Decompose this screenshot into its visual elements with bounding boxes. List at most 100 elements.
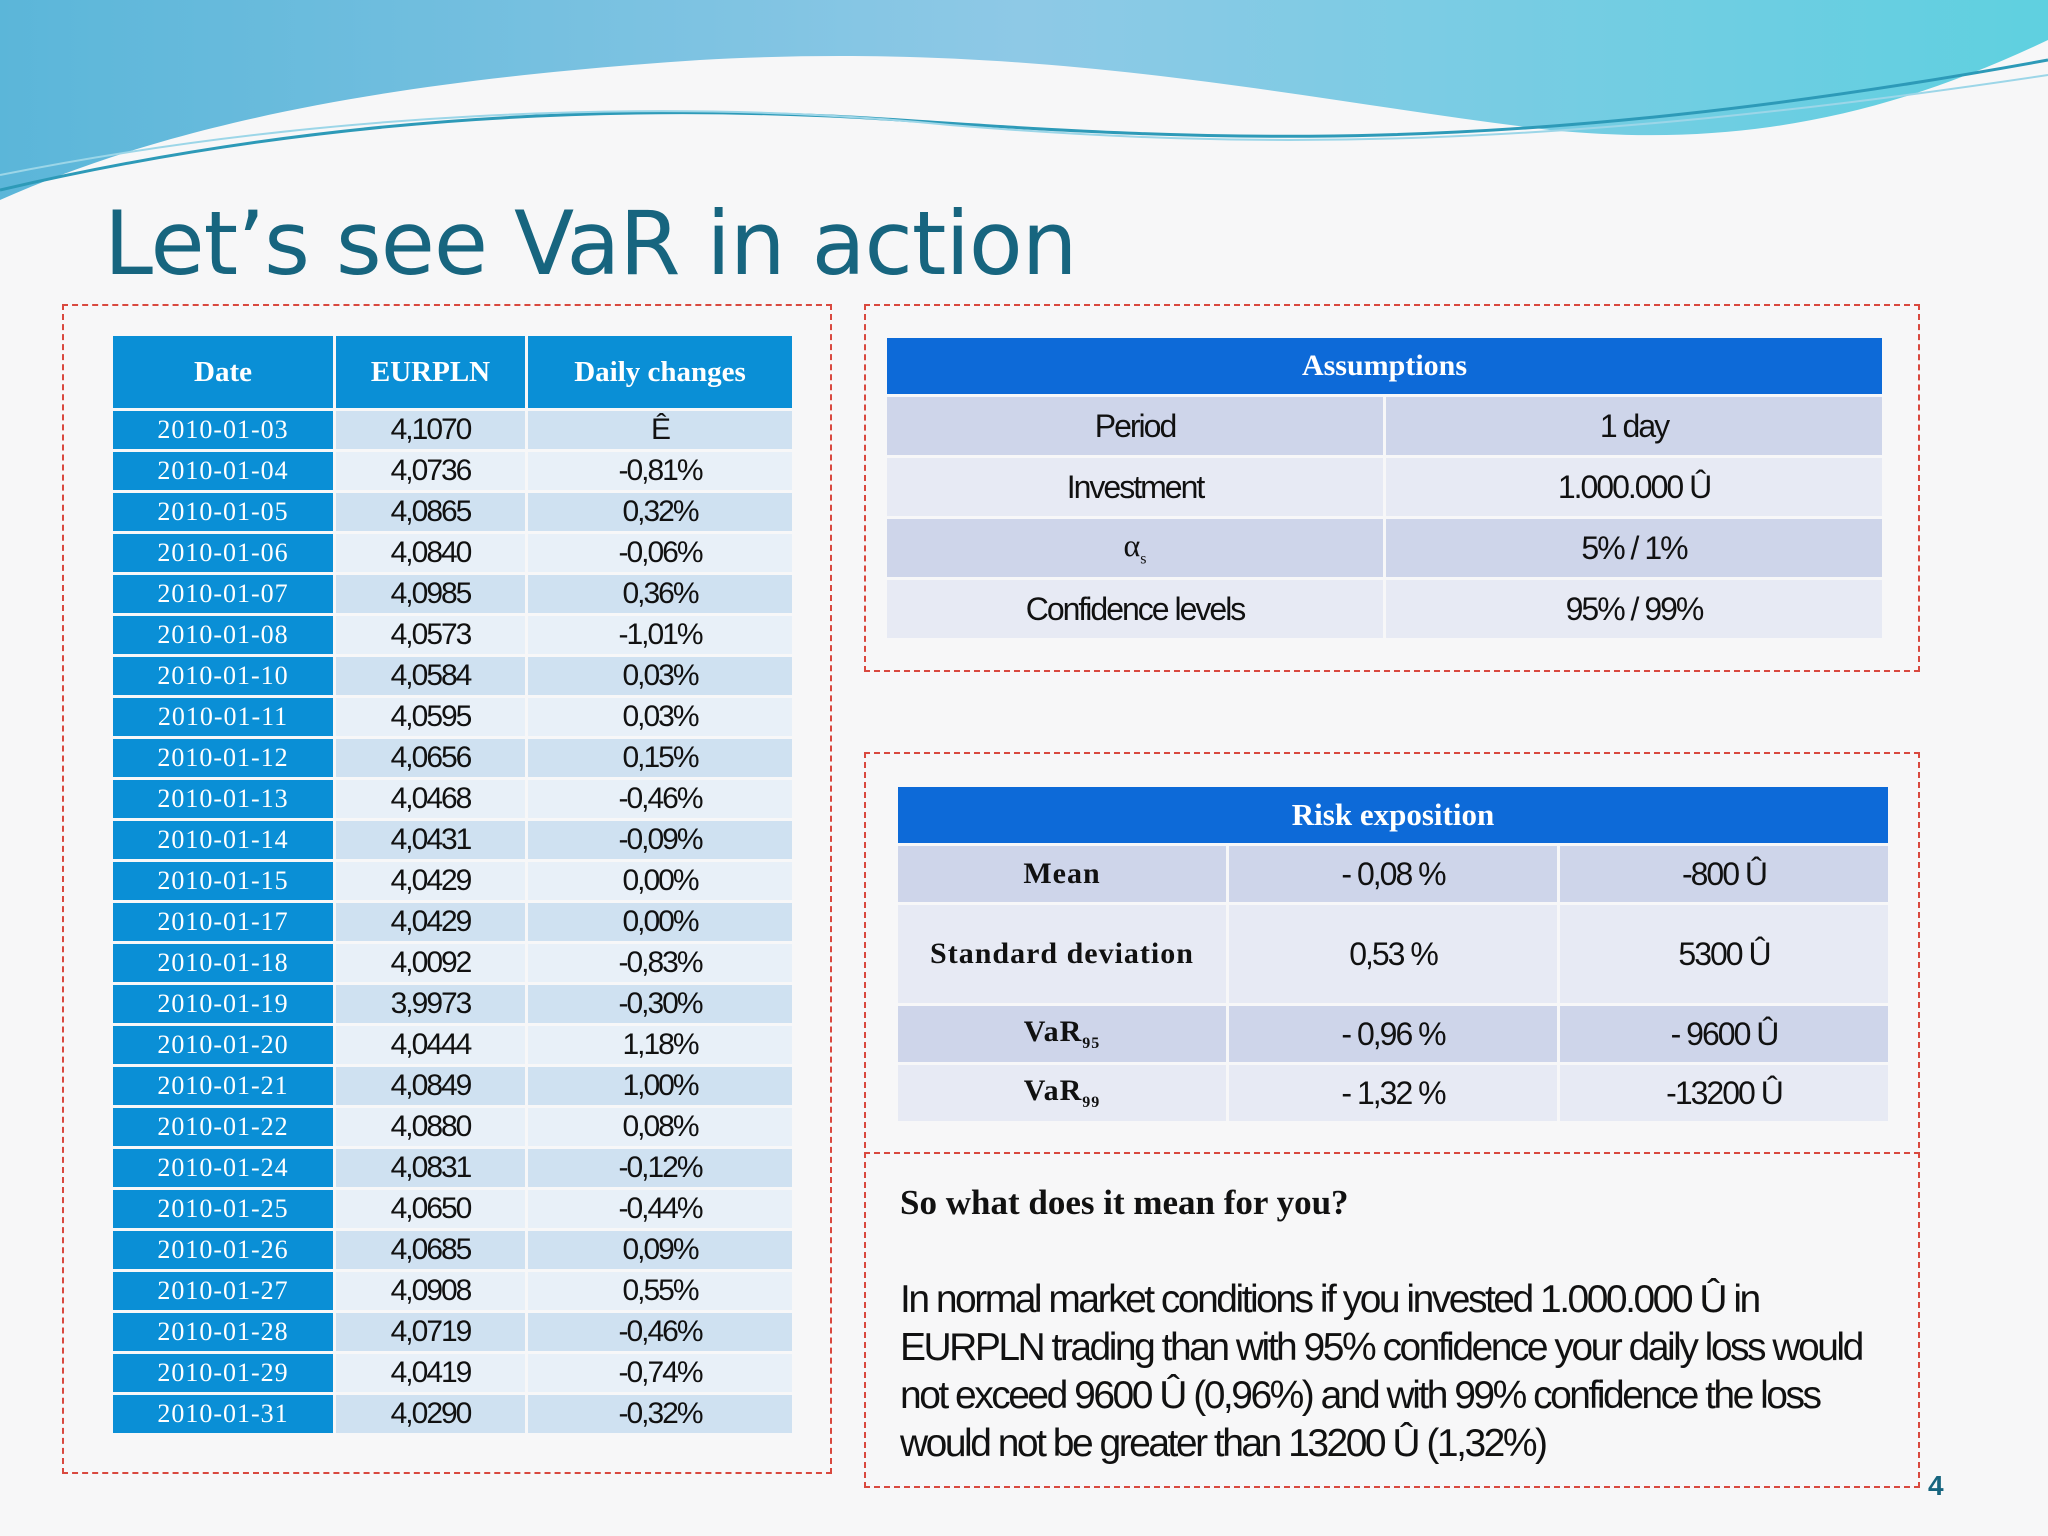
date-cell: 2010-01-17 bbox=[113, 903, 333, 941]
assumption-value: 1.000.000 Û bbox=[1386, 458, 1882, 516]
daily-change-cell: 0,00% bbox=[528, 903, 792, 941]
date-cell: 2010-01-27 bbox=[113, 1272, 333, 1310]
explanation-paragraph: In normal market conditions if you inves… bbox=[900, 1278, 1864, 1465]
eurpln-cell: 4,0431 bbox=[336, 821, 525, 859]
table-row: Mean - 0,08 % -800 Û bbox=[898, 846, 1888, 902]
date-cell: 2010-01-24 bbox=[113, 1149, 333, 1187]
table-row: 2010-01-22 4,0880 0,08% bbox=[113, 1108, 792, 1146]
date-cell: 2010-01-04 bbox=[113, 452, 333, 490]
table-row: 2010-01-25 4,0650 -0,44% bbox=[113, 1190, 792, 1228]
table-row: 2010-01-19 3,9973 -0,30% bbox=[113, 985, 792, 1023]
header-wave-decoration bbox=[0, 0, 2048, 200]
daily-change-cell: 0,03% bbox=[528, 698, 792, 736]
assumption-value: 95% / 99% bbox=[1386, 580, 1882, 638]
table-row: 2010-01-11 4,0595 0,03% bbox=[113, 698, 792, 736]
assumptions-table: Assumptions Period 1 day Investment 1.00… bbox=[884, 335, 1885, 641]
alpha-symbol: α bbox=[1123, 527, 1141, 564]
table-row: 2010-01-14 4,0431 -0,09% bbox=[113, 821, 792, 859]
date-cell: 2010-01-25 bbox=[113, 1190, 333, 1228]
date-cell: 2010-01-22 bbox=[113, 1108, 333, 1146]
table-row: VaR95 - 0,96 % - 9600 Û bbox=[898, 1006, 1888, 1062]
risk-amount: 5300 Û bbox=[1560, 905, 1888, 1003]
eurpln-cell: 4,0685 bbox=[336, 1231, 525, 1269]
risk-percent: - 0,96 % bbox=[1229, 1006, 1557, 1062]
eurpln-cell: 4,0831 bbox=[336, 1149, 525, 1187]
risk-label: VaR99 bbox=[898, 1065, 1226, 1121]
daily-change-cell: -0,44% bbox=[528, 1190, 792, 1228]
eurpln-cell: 4,1070 bbox=[336, 411, 525, 449]
eurpln-cell: 4,0840 bbox=[336, 534, 525, 572]
assumption-label: Investment bbox=[887, 458, 1383, 516]
eurpln-cell: 4,0595 bbox=[336, 698, 525, 736]
eurpln-cell: 4,0985 bbox=[336, 575, 525, 613]
table-row: 2010-01-17 4,0429 0,00% bbox=[113, 903, 792, 941]
daily-change-cell: -0,06% bbox=[528, 534, 792, 572]
risk-label-text: Mean bbox=[1023, 857, 1101, 890]
daily-change-cell: 0,03% bbox=[528, 657, 792, 695]
table-row: 2010-01-29 4,0419 -0,74% bbox=[113, 1354, 792, 1392]
data-table-box bbox=[62, 304, 832, 1474]
assumption-value: 1 day bbox=[1386, 397, 1882, 455]
date-cell: 2010-01-03 bbox=[113, 411, 333, 449]
risk-exposition-box bbox=[864, 752, 1920, 1488]
date-cell: 2010-01-13 bbox=[113, 780, 333, 818]
question-text: So what does it mean for you? bbox=[900, 1183, 1349, 1222]
risk-box-divider bbox=[864, 1152, 1920, 1154]
eurpln-cell: 4,0290 bbox=[336, 1395, 525, 1433]
daily-change-cell: 0,36% bbox=[528, 575, 792, 613]
table-row: Investment 1.000.000 Û bbox=[887, 458, 1882, 516]
assumption-label: αs bbox=[887, 519, 1383, 577]
date-cell: 2010-01-14 bbox=[113, 821, 333, 859]
date-cell: 2010-01-05 bbox=[113, 493, 333, 531]
table-row: 2010-01-21 4,0849 1,00% bbox=[113, 1067, 792, 1105]
risk-label: VaR95 bbox=[898, 1006, 1226, 1062]
table-row: 2010-01-07 4,0985 0,36% bbox=[113, 575, 792, 613]
date-cell: 2010-01-19 bbox=[113, 985, 333, 1023]
date-cell: 2010-01-18 bbox=[113, 944, 333, 982]
date-cell: 2010-01-15 bbox=[113, 862, 333, 900]
date-cell: 2010-01-10 bbox=[113, 657, 333, 695]
risk-amount: -800 Û bbox=[1560, 846, 1888, 902]
daily-change-cell: 1,18% bbox=[528, 1026, 792, 1064]
table-row: Confidence levels 95% / 99% bbox=[887, 580, 1882, 638]
daily-change-cell: 0,15% bbox=[528, 739, 792, 777]
risk-percent: - 1,32 % bbox=[1229, 1065, 1557, 1121]
daily-change-cell: 0,32% bbox=[528, 493, 792, 531]
daily-change-cell: -0,30% bbox=[528, 985, 792, 1023]
column-header-daily-changes: Daily changes bbox=[528, 336, 792, 408]
daily-change-cell: 1,00% bbox=[528, 1067, 792, 1105]
assumptions-box bbox=[864, 304, 1920, 672]
risk-amount: -13200 Û bbox=[1560, 1065, 1888, 1121]
risk-label-text: Standard deviation bbox=[930, 937, 1194, 970]
table-row: 2010-01-08 4,0573 -1,01% bbox=[113, 616, 792, 654]
date-cell: 2010-01-08 bbox=[113, 616, 333, 654]
table-row: 2010-01-27 4,0908 0,55% bbox=[113, 1272, 792, 1310]
slide-title: Let’s see VaR in action bbox=[104, 192, 1077, 295]
eurpln-data-table: Date EURPLN Daily changes 2010-01-03 4,10… bbox=[110, 333, 795, 1436]
table-row: 2010-01-26 4,0685 0,09% bbox=[113, 1231, 792, 1269]
table-row: 2010-01-10 4,0584 0,03% bbox=[113, 657, 792, 695]
eurpln-cell: 4,0865 bbox=[336, 493, 525, 531]
table-row: 2010-01-13 4,0468 -0,46% bbox=[113, 780, 792, 818]
daily-change-cell: 0,09% bbox=[528, 1231, 792, 1269]
eurpln-cell: 4,0880 bbox=[336, 1108, 525, 1146]
daily-change-cell: -0,46% bbox=[528, 780, 792, 818]
risk-percent: 0,53 % bbox=[1229, 905, 1557, 1003]
risk-exposition-table: Risk exposition Mean - 0,08 % -800 Û Sta… bbox=[895, 784, 1891, 1124]
risk-label-subscript: 99 bbox=[1082, 1094, 1101, 1111]
column-header-date: Date bbox=[113, 336, 333, 408]
date-cell: 2010-01-28 bbox=[113, 1313, 333, 1351]
eurpln-cell: 4,0468 bbox=[336, 780, 525, 818]
eurpln-cell: 4,0092 bbox=[336, 944, 525, 982]
risk-label: Mean bbox=[898, 846, 1226, 902]
risk-percent: - 0,08 % bbox=[1229, 846, 1557, 902]
table-row: 2010-01-12 4,0656 0,15% bbox=[113, 739, 792, 777]
date-cell: 2010-01-20 bbox=[113, 1026, 333, 1064]
daily-change-cell: 0,00% bbox=[528, 862, 792, 900]
eurpln-cell: 4,0444 bbox=[336, 1026, 525, 1064]
daily-change-cell: -0,74% bbox=[528, 1354, 792, 1392]
table-row: 2010-01-15 4,0429 0,00% bbox=[113, 862, 792, 900]
table-row: 2010-01-05 4,0865 0,32% bbox=[113, 493, 792, 531]
date-cell: 2010-01-26 bbox=[113, 1231, 333, 1269]
daily-change-cell: -0,81% bbox=[528, 452, 792, 490]
